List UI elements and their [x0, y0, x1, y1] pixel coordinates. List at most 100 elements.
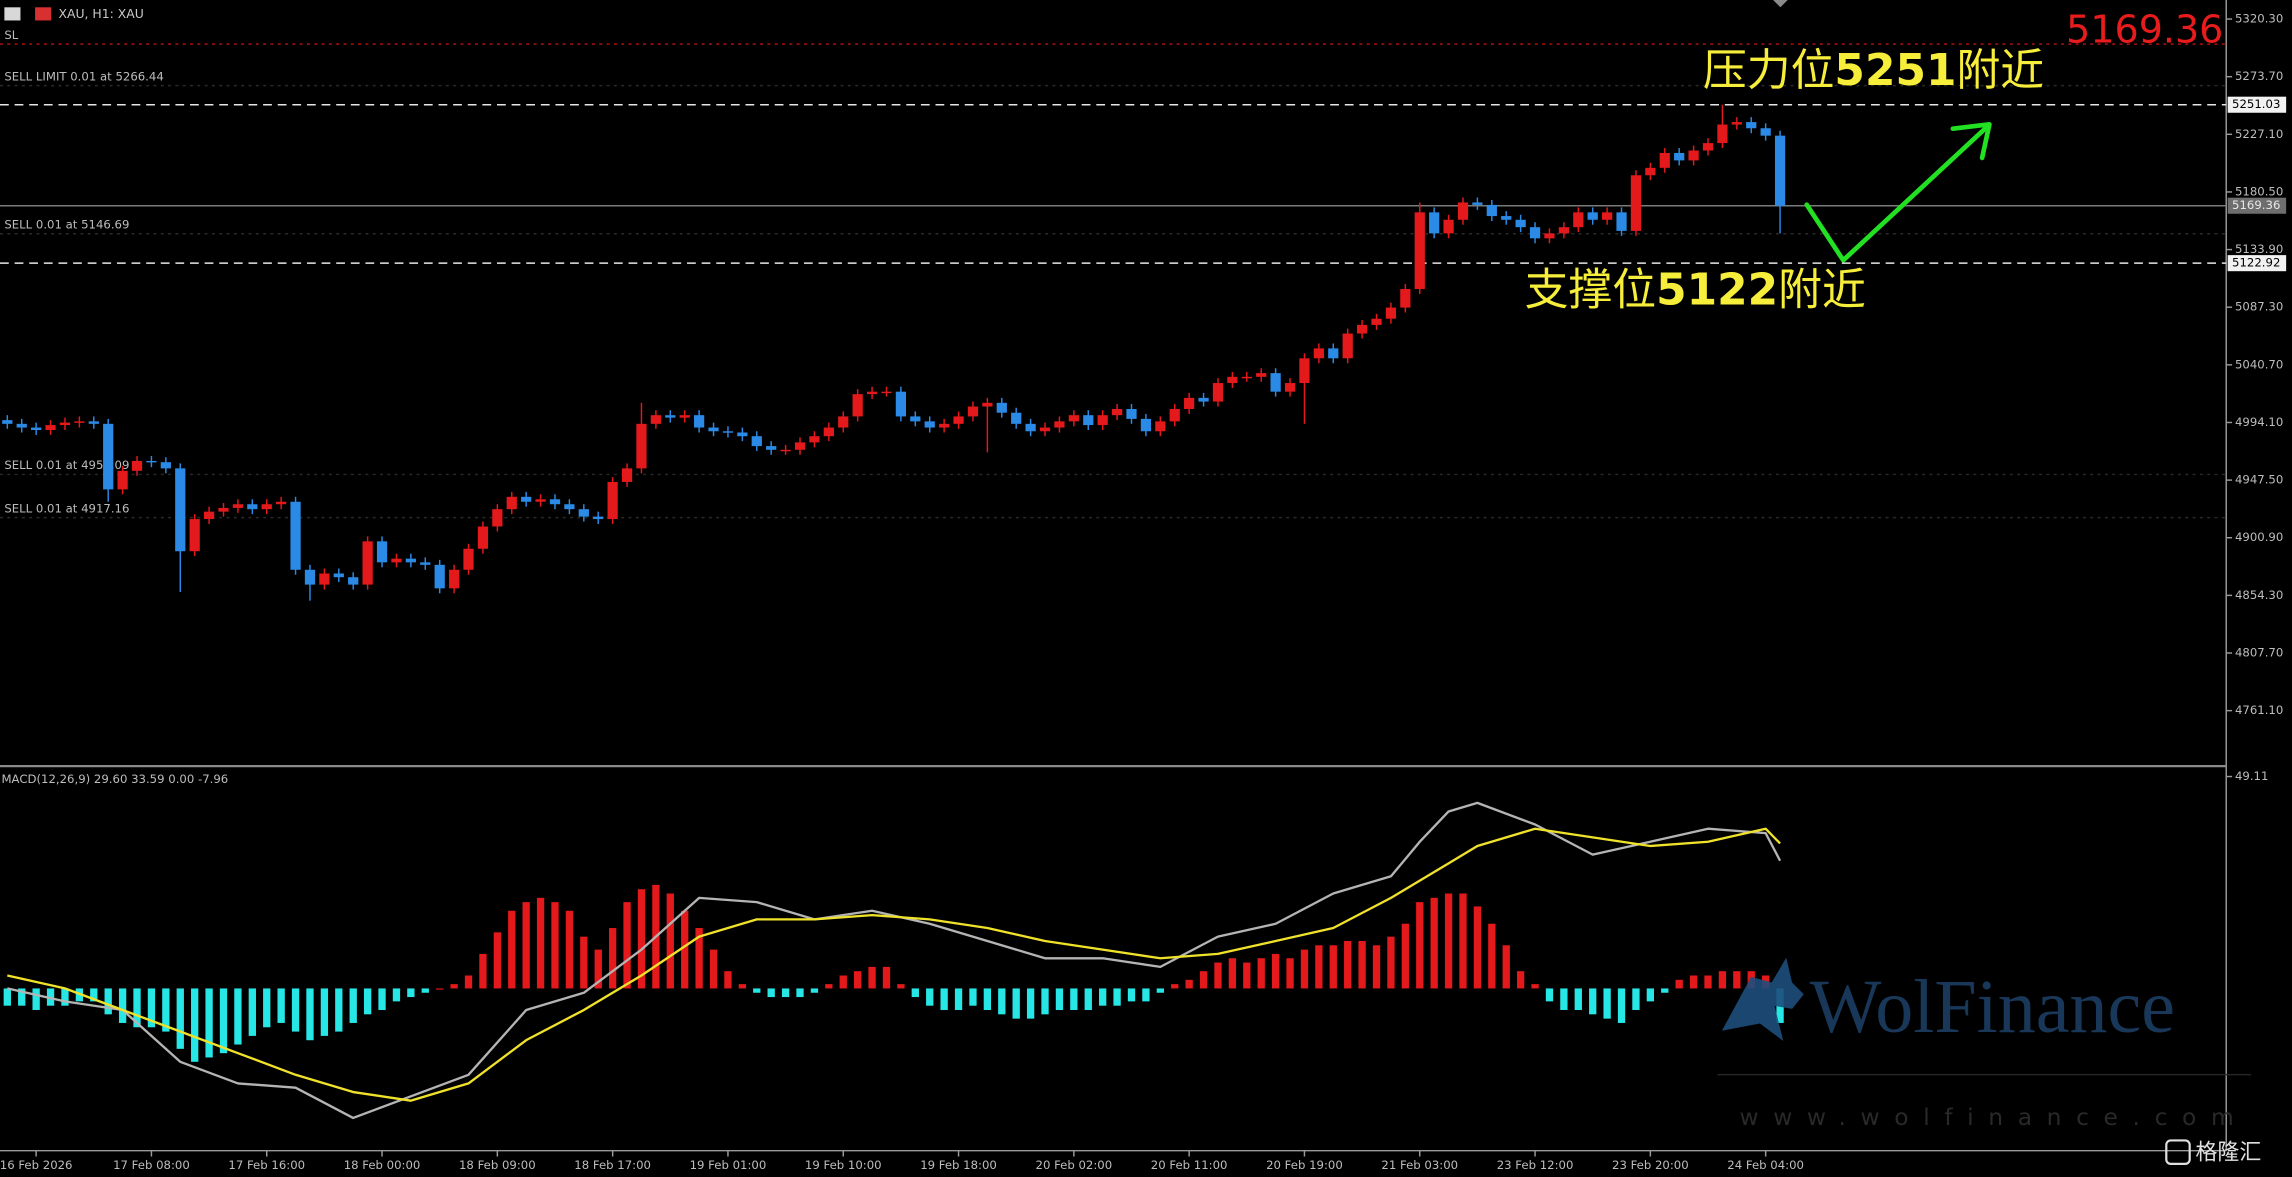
- candle-body: [448, 569, 460, 589]
- candle-body: [1227, 376, 1238, 384]
- x-tick-label: 16 Feb 2026: [0, 1158, 73, 1172]
- candle-body: [2, 420, 13, 424]
- histogram-bar: [1372, 945, 1381, 989]
- watermark: WolFinance www.wolfinance.com: [1717, 957, 2252, 1131]
- candle-body: [420, 562, 431, 565]
- y-tick-label: 4761.10: [2235, 703, 2283, 717]
- menu-icon[interactable]: [4, 7, 21, 21]
- candle-body: [737, 432, 748, 437]
- current-price-label: 5169.36: [2232, 198, 2280, 212]
- annotation-part: 5122: [1656, 264, 1778, 315]
- candle-body: [1414, 212, 1425, 290]
- histogram-bar: [608, 928, 617, 989]
- chart-header: XAU, H1: XAU: [58, 6, 143, 21]
- histogram-bar: [1099, 988, 1107, 1006]
- candle-body: [477, 526, 489, 549]
- candle-body: [910, 416, 921, 422]
- histogram-bar: [1589, 988, 1597, 1015]
- x-tick-label: 18 Feb 09:00: [459, 1158, 536, 1172]
- x-tick-label: 23 Feb 12:00: [1497, 1158, 1574, 1172]
- candle-body: [708, 427, 719, 432]
- candle-body: [751, 436, 762, 447]
- candle-body: [636, 423, 647, 469]
- histogram-bar: [1675, 979, 1683, 989]
- histogram-bar: [1185, 979, 1193, 989]
- histogram-bar: [681, 910, 689, 989]
- x-tick-label: 24 Feb 04:00: [1727, 1158, 1804, 1172]
- histogram-bar: [623, 902, 631, 989]
- candle-body: [967, 406, 979, 417]
- candle-body: [1674, 152, 1685, 161]
- order-label: SL: [4, 28, 18, 42]
- candle-body: [1630, 175, 1642, 231]
- current-price-big: 5169.36: [2066, 8, 2223, 52]
- candle-body: [117, 470, 128, 490]
- candle-body: [333, 573, 344, 578]
- candle-body: [1501, 216, 1512, 220]
- candle-body: [1356, 324, 1368, 334]
- candle-body: [1184, 397, 1195, 409]
- histogram-bar: [450, 984, 458, 989]
- histogram-bar: [1416, 902, 1424, 989]
- histogram-bar: [1171, 984, 1179, 989]
- histogram-bar: [1199, 971, 1208, 989]
- histogram-bar: [1646, 988, 1655, 1002]
- y-tick-label: 5087.30: [2235, 300, 2283, 314]
- candle-body: [1126, 408, 1137, 419]
- candle-body: [665, 415, 676, 418]
- histogram-bar: [1531, 984, 1539, 989]
- candle-body: [1774, 135, 1786, 206]
- x-tick-label: 21 Feb 03:00: [1381, 1158, 1458, 1172]
- candle-body: [146, 460, 157, 463]
- candle-body: [1746, 122, 1757, 129]
- histogram-bar: [738, 984, 747, 989]
- histogram-bar: [998, 988, 1006, 1015]
- histogram-bar: [1733, 971, 1741, 989]
- histogram-bar: [839, 975, 847, 989]
- histogram-bar: [1084, 988, 1092, 1011]
- candle-body: [1342, 333, 1353, 359]
- histogram-bar: [1560, 988, 1568, 1011]
- histogram-bar: [1026, 988, 1035, 1019]
- histogram-bar: [1243, 962, 1251, 989]
- candle-body: [1486, 204, 1497, 217]
- histogram-bar: [335, 988, 343, 1032]
- chart-icon[interactable]: [35, 7, 52, 21]
- watermark-url: www.wolfinance.com: [1739, 1103, 2248, 1131]
- candle-body: [1054, 421, 1065, 428]
- level-box: [2227, 255, 2287, 272]
- histogram-bar: [1142, 988, 1150, 1002]
- candle-body: [1760, 128, 1771, 136]
- candle-body: [694, 415, 705, 428]
- order-label: SELL 0.01 at 5146.69: [4, 217, 129, 231]
- histogram-bar: [1473, 906, 1482, 989]
- level-label: 5251.03: [2232, 97, 2280, 111]
- annotation-part: 5251: [1834, 45, 1956, 96]
- candle-body: [1371, 318, 1382, 325]
- candle-body: [1558, 227, 1569, 234]
- y-tick-label: 4900.90: [2235, 530, 2283, 544]
- candle-body: [1400, 289, 1411, 308]
- histogram-bar: [205, 988, 213, 1058]
- candle-body: [1155, 421, 1166, 432]
- candle-body: [348, 577, 359, 585]
- arrow-head: [1950, 121, 1992, 161]
- candle-body: [16, 423, 27, 428]
- candle-body: [175, 468, 186, 552]
- histogram-bar: [219, 988, 228, 1054]
- annotation-part: 附近: [1778, 264, 1866, 315]
- candle-body: [261, 504, 272, 510]
- candle-body: [809, 436, 820, 443]
- candle-body: [391, 558, 402, 563]
- y-tick-label: 5180.50: [2235, 184, 2283, 198]
- histogram-bar: [1012, 988, 1020, 1019]
- histogram-bar: [1718, 971, 1727, 989]
- watermark-brand: WolFinance: [1810, 965, 2175, 1049]
- histogram-bar: [464, 975, 473, 989]
- candle-body: [794, 442, 806, 450]
- histogram-bar: [248, 988, 256, 1036]
- candle-body: [1111, 408, 1123, 416]
- order-label: SELL 0.01 at 4917.16: [4, 501, 129, 515]
- y-tick-label: 4994.10: [2235, 415, 2283, 429]
